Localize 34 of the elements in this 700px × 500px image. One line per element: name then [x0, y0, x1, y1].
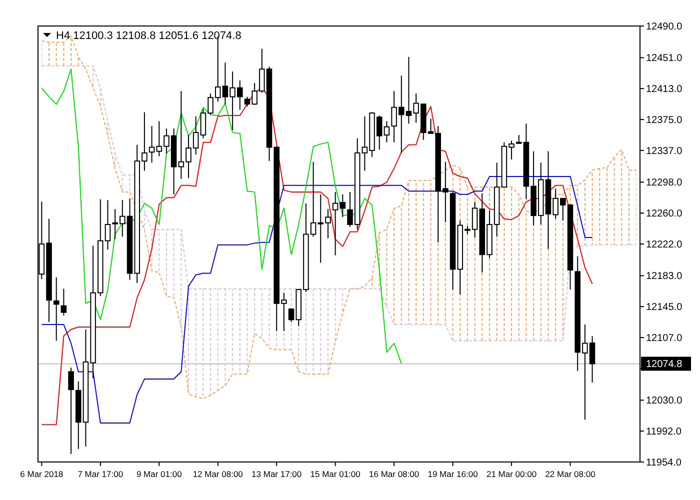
x-tick-label: 9 Mar 01:00: [136, 469, 182, 479]
x-tick-label: 7 Mar 17:00: [78, 469, 124, 479]
x-tick-label: 21 Mar 00:00: [486, 469, 537, 479]
y-tick-label: 12030.0: [646, 396, 683, 407]
y-tick-label: 12490.0: [646, 22, 683, 32]
candlestick: [68, 367, 74, 454]
x-tick-label: 15 Mar 01:00: [310, 469, 361, 479]
candlestick: [60, 288, 67, 316]
y-tick-label: 12145.0: [646, 302, 683, 314]
y-tick-label: 12451.0: [646, 53, 683, 64]
y-tick-label: 12413.0: [646, 84, 683, 96]
y-tick-label: 12183.0: [646, 271, 683, 282]
line-series: [41, 65, 637, 342]
y-tick-label: 12298.0: [646, 178, 683, 189]
x-tick-label: 6 Mar 2018: [20, 469, 64, 479]
x-tick-label: 12 Mar 08:00: [192, 469, 244, 479]
candlestick: [53, 276, 60, 342]
x-tick-label: 19 Mar 16:00: [428, 469, 478, 479]
x-tick-label: 22 Mar 08:00: [545, 469, 596, 479]
y-tick-label: 11954.0: [646, 458, 682, 468]
y-tick-label: 12107.0: [646, 333, 683, 344]
chart-title: H4 12100.3 12108.8 12051.6 12074.8: [56, 30, 242, 42]
y-tick-label: 12375.0: [646, 115, 683, 126]
y-tick-label: 12260.0: [646, 208, 683, 220]
y-tick-label: 12222.0: [646, 240, 683, 250]
y-tick-label: 12337.0: [646, 146, 683, 157]
line-series: [41, 176, 593, 424]
ref-line-label: 12074.8: [646, 359, 683, 370]
x-tick-label: 16 Mar 08:00: [369, 469, 420, 479]
line-series: [41, 68, 402, 364]
x-tick-label: 13 Mar 17:00: [252, 469, 302, 479]
y-tick-label: 11992.0: [646, 426, 682, 438]
candlestick: [332, 191, 338, 256]
candlestick: [340, 194, 346, 218]
